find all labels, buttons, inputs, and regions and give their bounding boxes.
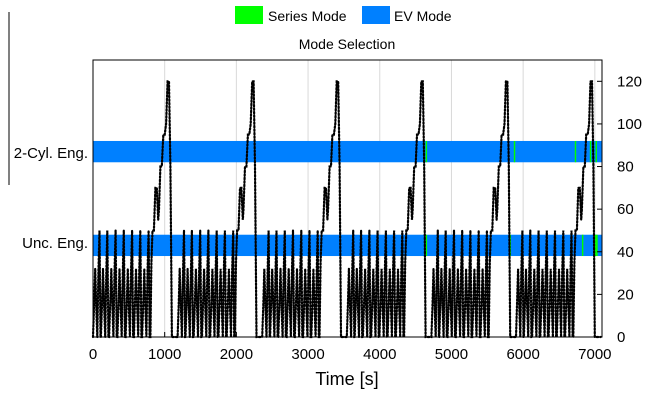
x-tick-label-6000: 6000 (506, 346, 539, 363)
x-tick-label-7000: 7000 (578, 346, 611, 363)
grid-layer (164, 60, 596, 337)
axis-layer: 0 1000 2000 3000 4000 5000 6000 7000 0 20 40 60 80 10… (89, 73, 642, 363)
y-tick-label-40: 40 (617, 244, 634, 261)
y-tick-label-80: 80 (617, 159, 634, 176)
mode-band-1 (425, 140, 428, 163)
legend-swatch-series-mode (235, 6, 263, 24)
legend: Series Mode EV Mode (235, 6, 452, 24)
mode-band-2 (513, 140, 516, 163)
y-tick-label-20: 20 (617, 286, 634, 303)
legend-label-ev-mode: EV Mode (394, 8, 452, 24)
y-tick-label-0: 0 (617, 329, 625, 346)
y-tick-label-60: 60 (617, 201, 634, 218)
y-tick-label-100: 100 (617, 116, 642, 133)
x-tick-label-3000: 3000 (291, 346, 324, 363)
category-label-2cyl: 2-Cyl. Eng. (14, 145, 88, 162)
mode-band-3 (574, 140, 577, 163)
mode-band-5 (595, 140, 597, 163)
legend-label-series-mode: Series Mode (268, 8, 347, 24)
mode-band-0 (93, 140, 602, 163)
mode-band-9 (581, 234, 584, 257)
plot-area-frame (92, 59, 603, 338)
mode-band-4 (589, 140, 592, 163)
x-tick-label-2000: 2000 (220, 346, 253, 363)
mode-band-10 (594, 234, 598, 257)
x-tick-label-5000: 5000 (435, 346, 468, 363)
x-axis-label: Time [s] (315, 369, 378, 389)
category-label-unc: Unc. Eng. (22, 235, 88, 252)
mode-band-6 (93, 234, 602, 257)
speed-trace-series-0 (91, 80, 602, 339)
y-tick-label-120: 120 (617, 73, 642, 90)
series-layer (91, 80, 602, 339)
x-tick-label-1000: 1000 (148, 346, 181, 363)
x-tick-label-0: 0 (89, 346, 97, 363)
mode-band-7 (425, 234, 428, 257)
band-layer (93, 140, 602, 257)
mode-band-8 (509, 234, 511, 257)
legend-swatch-ev-mode (362, 6, 390, 24)
chart-title: Mode Selection (299, 36, 396, 52)
x-tick-label-4000: 4000 (363, 346, 396, 363)
